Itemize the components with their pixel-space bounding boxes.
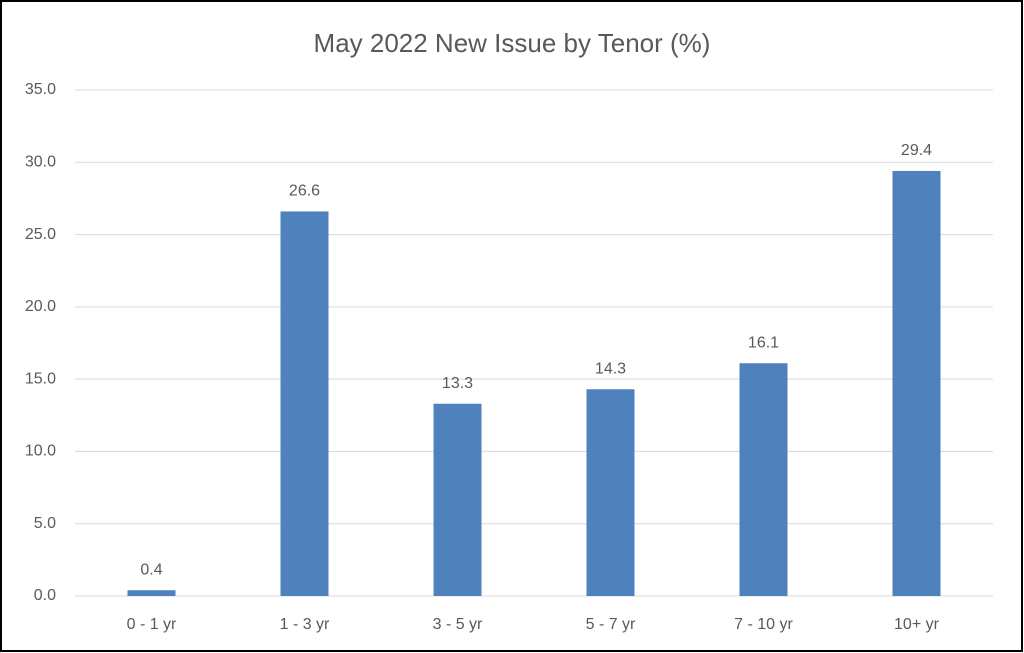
x-tick-label: 1 - 3 yr [280,616,330,633]
y-tick-label: 35.0 [25,81,56,98]
data-label: 16.1 [748,334,779,351]
y-tick-label: 0.0 [34,587,56,604]
y-tick-label: 10.0 [25,443,56,460]
x-tick-label: 10+ yr [894,616,940,633]
bar [127,590,176,596]
bar [892,170,941,596]
x-tick-label: 0 - 1 yr [127,616,177,633]
data-label: 29.4 [901,142,932,159]
y-tick-label: 30.0 [25,154,56,171]
y-tick-label: 25.0 [25,226,56,243]
x-tick-label: 7 - 10 yr [734,616,793,633]
bar [433,403,482,596]
x-tick-label: 5 - 7 yr [586,616,636,633]
bar [586,389,635,596]
y-tick-label: 15.0 [25,370,56,387]
data-label: 13.3 [442,375,473,392]
y-tick-label: 20.0 [25,298,56,315]
data-label: 0.4 [140,561,162,578]
bar [280,211,329,596]
data-label: 26.6 [289,183,320,200]
y-tick-label: 5.0 [34,515,56,532]
bar [739,363,788,596]
x-tick-label: 3 - 5 yr [433,616,483,633]
chart-title: May 2022 New Issue by Tenor (%) [314,28,711,58]
data-label: 14.3 [595,360,626,377]
